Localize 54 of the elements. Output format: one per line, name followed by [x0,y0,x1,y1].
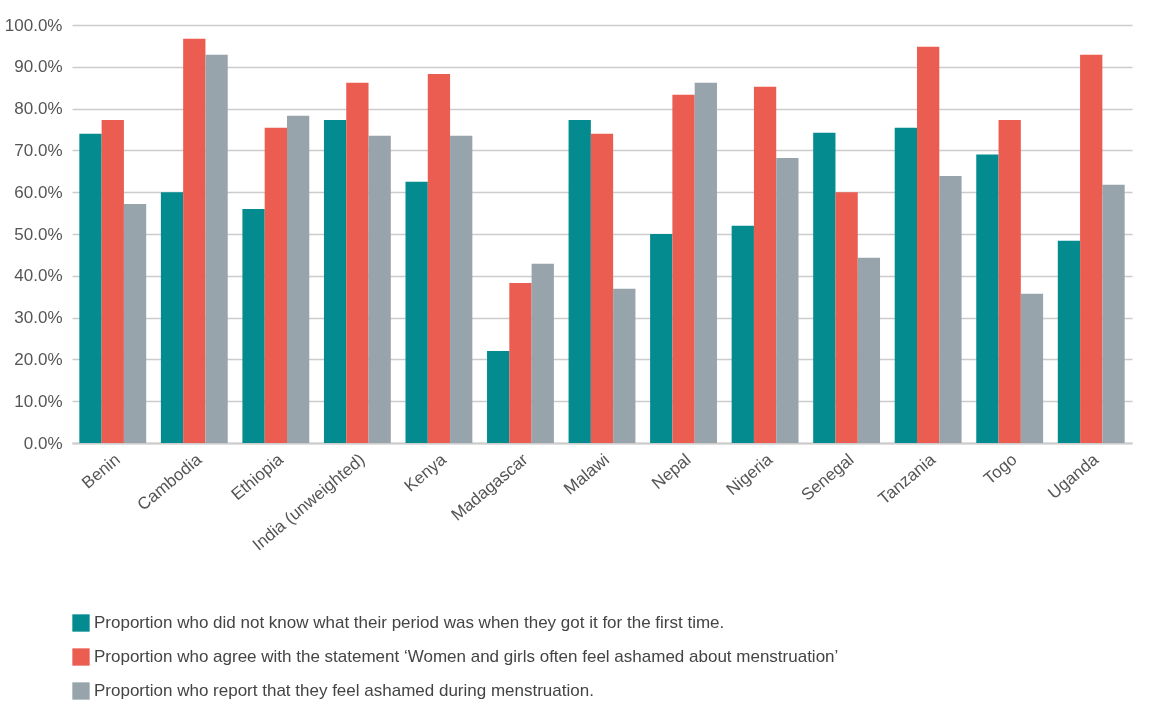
legend-label: Proportion who agree with the statement ‘Women and girls often feel ashamed about menstruation’ [94,647,839,666]
bar [590,133,614,443]
y-tick-label: 20.0% [14,349,63,369]
y-tick-label: 60.0% [14,182,63,202]
y-tick-label: 100.0% [4,15,63,35]
bar [753,86,777,443]
bar [531,263,554,443]
bar [205,54,228,443]
y-tick-label: 40.0% [14,266,63,286]
bar [1057,240,1081,443]
bar [568,119,591,443]
legend-label: Proportion who did not know what their period was when they got it for the first time. [94,613,725,632]
bar [998,119,1021,443]
bar [183,38,206,443]
y-tick-label: 0.0% [23,433,63,453]
bar [731,225,754,443]
bar [450,135,473,443]
bar [405,181,428,443]
bar [813,132,836,443]
bar [160,192,184,443]
bar [1020,293,1044,443]
y-tick-label: 90.0% [14,57,63,77]
bar [286,115,310,443]
bar [694,82,717,443]
bar [1102,184,1125,443]
bar [242,208,265,443]
y-tick-label: 50.0% [14,224,63,244]
bar [976,154,999,443]
bar [123,203,147,443]
y-tick-label: 10.0% [14,391,63,411]
bar [101,119,124,443]
bar [346,82,369,443]
y-tick-label: 70.0% [14,140,63,160]
bar [857,257,881,443]
y-tick-label: 80.0% [14,99,63,119]
bar [917,46,940,443]
bar [79,133,102,443]
bar [487,351,510,443]
bar [368,135,391,443]
legend-label: Proportion who report that they feel ashamed during menstruation. [94,681,594,700]
bar [1080,54,1103,443]
bar [264,127,287,443]
bar [650,234,673,443]
x-tick-label: Togo [980,449,1021,489]
bar [835,192,858,443]
y-tick-label: 30.0% [14,308,63,328]
bar [776,157,799,443]
bar [672,94,695,443]
bar [613,288,636,443]
bar [894,127,918,443]
bar [427,73,451,443]
bar [323,119,347,443]
bar [939,175,962,443]
bar [509,282,532,443]
